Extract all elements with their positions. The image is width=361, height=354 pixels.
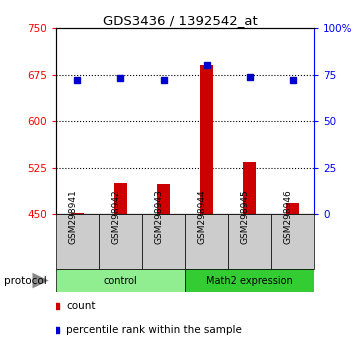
Text: Math2 expression: Math2 expression xyxy=(206,275,293,286)
Text: GSM298945: GSM298945 xyxy=(240,189,249,244)
FancyBboxPatch shape xyxy=(99,214,142,269)
Text: count: count xyxy=(66,301,96,311)
Bar xyxy=(114,183,127,214)
Bar xyxy=(286,203,299,214)
Bar xyxy=(71,213,84,214)
FancyBboxPatch shape xyxy=(185,269,314,292)
Text: GSM298944: GSM298944 xyxy=(197,190,206,244)
FancyBboxPatch shape xyxy=(56,214,99,269)
Text: control: control xyxy=(104,275,137,286)
Text: percentile rank within the sample: percentile rank within the sample xyxy=(66,325,242,335)
FancyBboxPatch shape xyxy=(185,214,228,269)
FancyBboxPatch shape xyxy=(56,269,185,292)
Polygon shape xyxy=(32,273,49,288)
Text: GSM298943: GSM298943 xyxy=(155,189,164,244)
FancyBboxPatch shape xyxy=(271,214,314,269)
Text: GSM298941: GSM298941 xyxy=(69,189,78,244)
Bar xyxy=(200,65,213,214)
FancyBboxPatch shape xyxy=(142,214,185,269)
Text: GDS3436 / 1392542_at: GDS3436 / 1392542_at xyxy=(103,14,258,27)
Bar xyxy=(157,184,170,214)
Bar xyxy=(243,161,256,214)
Text: GSM298946: GSM298946 xyxy=(283,189,292,244)
FancyBboxPatch shape xyxy=(228,214,271,269)
Text: protocol: protocol xyxy=(4,275,46,286)
Text: GSM298942: GSM298942 xyxy=(112,190,121,244)
